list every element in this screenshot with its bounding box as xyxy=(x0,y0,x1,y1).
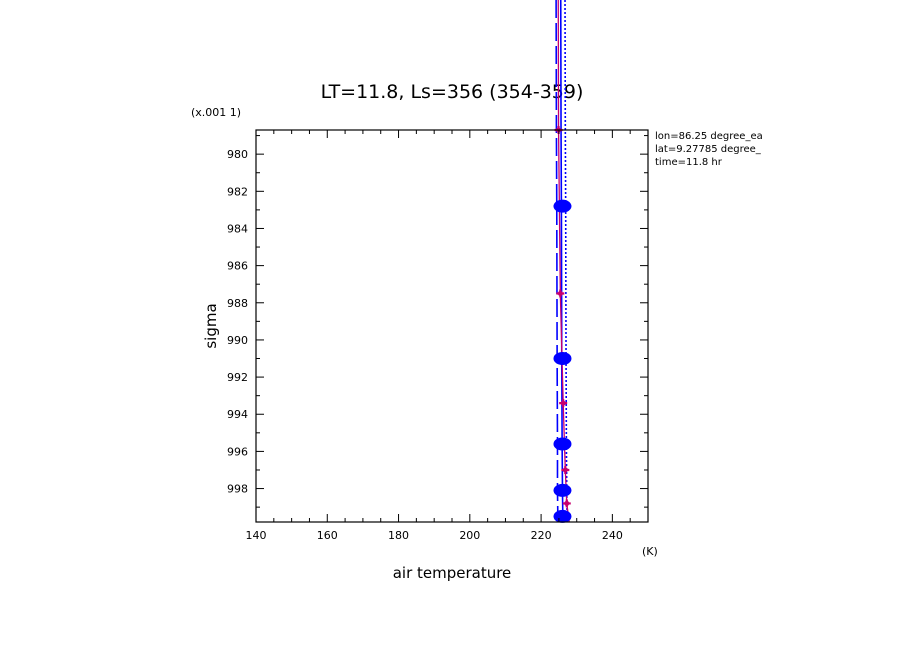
y-tick-label: 982 xyxy=(227,185,248,198)
y-tick-label: 998 xyxy=(227,483,248,496)
x-axis: 140 160 180 200 220 240 xyxy=(246,130,649,542)
annotation-time: time=11.8 hr xyxy=(655,157,723,168)
data-point-blue xyxy=(553,509,572,523)
data-point-magenta-dot xyxy=(564,500,570,506)
x-tick-label: 220 xyxy=(531,529,552,542)
data-point-blue xyxy=(553,352,572,366)
x-tick-label: 240 xyxy=(602,529,623,542)
x-tick-label: 140 xyxy=(246,529,267,542)
y-axis: 980 982 984 986 988 990 992 994 996 998 xyxy=(227,135,648,508)
y-tick-label: 986 xyxy=(227,260,248,273)
y-scale-label: (x.001 1) xyxy=(191,106,241,119)
x-unit-label: (K) xyxy=(642,545,658,558)
y-tick-label: 980 xyxy=(227,148,248,161)
data-point-blue xyxy=(553,199,572,213)
y-tick-label: 990 xyxy=(227,334,248,347)
x-tick-label: 160 xyxy=(317,529,338,542)
annotation-lat: lat=9.27785 degree_ xyxy=(655,144,762,155)
marker-layer xyxy=(553,126,572,523)
x-tick-label: 200 xyxy=(459,529,480,542)
data-point-blue xyxy=(553,437,572,451)
data-point-magenta-dot xyxy=(560,400,566,406)
plot-frame xyxy=(255,129,649,523)
x-tick-label: 180 xyxy=(388,529,409,542)
y-tick-label: 994 xyxy=(227,408,248,421)
data-point-magenta-dot xyxy=(557,290,563,296)
annotation-lon: lon=86.25 degree_ea xyxy=(655,131,763,142)
x-axis-label: air temperature xyxy=(393,564,512,582)
y-tick-label: 984 xyxy=(227,222,248,235)
data-point-magenta-dot xyxy=(562,467,568,473)
y-axis-label: sigma xyxy=(202,303,220,348)
y-tick-label: 992 xyxy=(227,371,248,384)
chart-title: LT=11.8, Ls=356 (354-359) xyxy=(321,81,584,103)
y-tick-label: 988 xyxy=(227,297,248,310)
y-tick-label: 996 xyxy=(227,445,248,458)
data-point-blue xyxy=(553,483,572,497)
